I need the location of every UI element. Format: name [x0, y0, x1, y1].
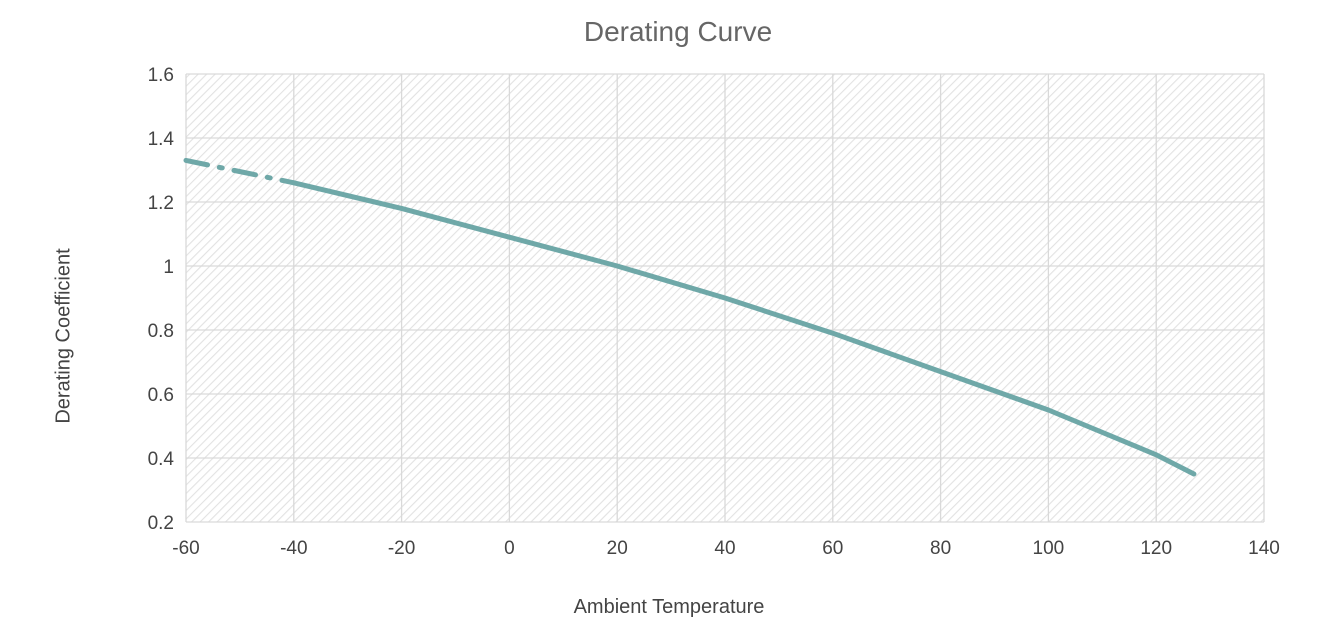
x-tick-label: 40: [714, 538, 735, 559]
y-tick-label: 1.6: [148, 65, 174, 86]
y-tick-label: 0.2: [148, 513, 174, 534]
x-tick-label: -60: [172, 538, 199, 559]
derating-line: [291, 180, 1197, 477]
x-tick-label: 100: [1033, 538, 1065, 559]
y-tick-label: 0.4: [148, 449, 175, 470]
x-tick-label: 0: [504, 538, 515, 559]
x-tick-label: 20: [607, 538, 628, 559]
x-tick-label: -40: [280, 538, 307, 559]
y-tick-label: 0.6: [148, 385, 174, 406]
y-tick-label: 1.2: [148, 193, 174, 214]
series-lines: [183, 157, 1197, 477]
x-axis-label: Ambient Temperature: [573, 596, 765, 618]
y-tick-label: 0.8: [148, 321, 174, 342]
x-tick-label: 80: [930, 538, 951, 559]
y-axis-label: Derating Coefficient: [52, 248, 75, 424]
x-tick-label: 140: [1248, 538, 1280, 559]
extrapolated-derating-line: [183, 157, 297, 186]
tick-labels: -60 -40 -20 0 20 40 60 80 100 120 140 0.2 0.4 0.6 0.8 1…: [148, 65, 1280, 559]
chart-title: Derating Curve: [583, 16, 773, 47]
x-tick-label: -20: [388, 538, 415, 559]
y-tick-label: 1.4: [148, 129, 175, 150]
gridlines: [185, 73, 1265, 523]
x-tick-label: 120: [1140, 538, 1172, 559]
x-tick-label: 60: [822, 538, 843, 559]
y-tick-label: 1: [163, 257, 174, 278]
